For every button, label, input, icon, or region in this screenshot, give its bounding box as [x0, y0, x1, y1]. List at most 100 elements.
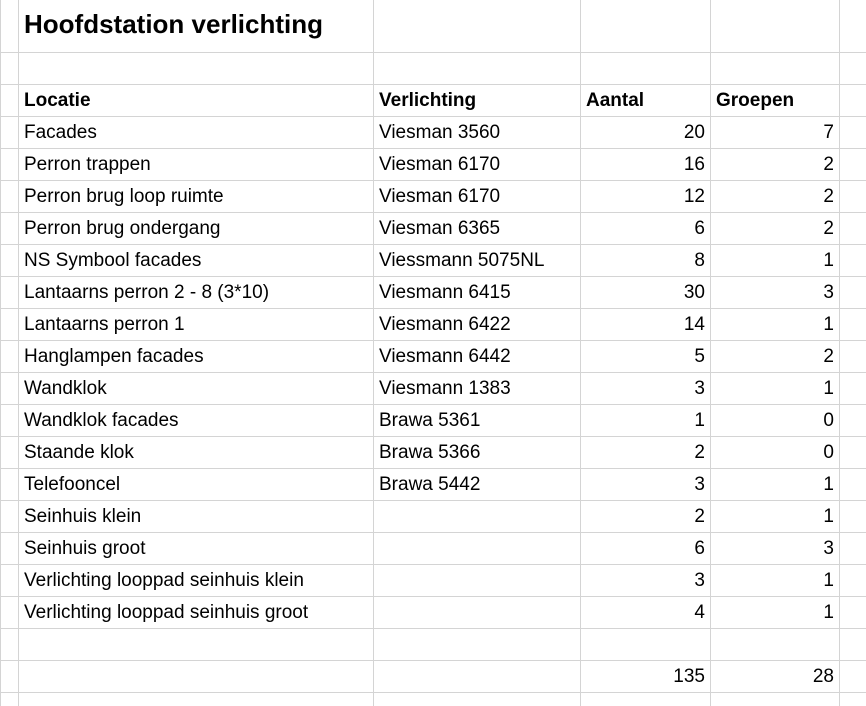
- cell-groepen[interactable]: 7: [710, 116, 840, 149]
- cell[interactable]: [839, 660, 866, 693]
- cell[interactable]: [710, 692, 840, 706]
- cell[interactable]: [0, 660, 19, 693]
- cell[interactable]: [18, 692, 374, 706]
- cell-groepen[interactable]: 1: [710, 596, 840, 629]
- cell[interactable]: [839, 564, 866, 597]
- cell[interactable]: [839, 276, 866, 309]
- cell-groepen[interactable]: 0: [710, 436, 840, 469]
- cell[interactable]: [0, 500, 19, 533]
- cell-groepen[interactable]: 3: [710, 276, 840, 309]
- cell[interactable]: [0, 372, 19, 405]
- cell[interactable]: [0, 340, 19, 373]
- cell-verlichting[interactable]: Brawa 5442: [373, 468, 581, 501]
- cell[interactable]: [710, 52, 840, 85]
- cell-aantal[interactable]: 3: [580, 372, 711, 405]
- cell[interactable]: [710, 0, 840, 53]
- cell-groepen[interactable]: 1: [710, 500, 840, 533]
- cell-aantal[interactable]: 14: [580, 308, 711, 341]
- cell-verlichting[interactable]: [373, 500, 581, 533]
- cell[interactable]: [839, 52, 866, 85]
- header-aantal[interactable]: Aantal: [580, 84, 711, 117]
- cell[interactable]: [580, 692, 711, 706]
- cell[interactable]: [0, 692, 19, 706]
- cell[interactable]: [373, 52, 581, 85]
- cell[interactable]: [18, 52, 374, 85]
- cell-aantal[interactable]: 6: [580, 532, 711, 565]
- cell[interactable]: [839, 404, 866, 437]
- cell[interactable]: [839, 596, 866, 629]
- cell[interactable]: [0, 148, 19, 181]
- cell-groepen[interactable]: 2: [710, 180, 840, 213]
- cell-verlichting[interactable]: Viesman 6365: [373, 212, 581, 245]
- cell-groepen[interactable]: 1: [710, 372, 840, 405]
- cell[interactable]: [0, 52, 19, 85]
- cell[interactable]: [0, 180, 19, 213]
- cell[interactable]: [580, 0, 711, 53]
- cell[interactable]: [0, 468, 19, 501]
- cell-locatie[interactable]: Verlichting looppad seinhuis groot: [18, 596, 374, 629]
- cell-aantal[interactable]: 16: [580, 148, 711, 181]
- cell-verlichting[interactable]: Viesmann 6442: [373, 340, 581, 373]
- cell-aantal[interactable]: 3: [580, 468, 711, 501]
- cell-aantal[interactable]: 2: [580, 500, 711, 533]
- cell[interactable]: [839, 500, 866, 533]
- cell-groepen[interactable]: 1: [710, 308, 840, 341]
- cell[interactable]: [0, 116, 19, 149]
- cell[interactable]: [839, 372, 866, 405]
- cell-groepen[interactable]: 1: [710, 468, 840, 501]
- cell-verlichting[interactable]: Viesmann 6422: [373, 308, 581, 341]
- header-verlichting[interactable]: Verlichting: [373, 84, 581, 117]
- cell-groepen[interactable]: 2: [710, 148, 840, 181]
- cell[interactable]: [839, 116, 866, 149]
- cell-groepen[interactable]: 1: [710, 244, 840, 277]
- cell[interactable]: [839, 0, 866, 53]
- cell[interactable]: [839, 436, 866, 469]
- cell-locatie[interactable]: Seinhuis groot: [18, 532, 374, 565]
- cell[interactable]: [839, 244, 866, 277]
- cell-locatie[interactable]: Facades: [18, 116, 374, 149]
- cell-verlichting[interactable]: Brawa 5366: [373, 436, 581, 469]
- cell[interactable]: [580, 52, 711, 85]
- cell-aantal[interactable]: 20: [580, 116, 711, 149]
- cell-locatie[interactable]: Lantaarns perron 1: [18, 308, 374, 341]
- cell-aantal[interactable]: 4: [580, 596, 711, 629]
- cell-groepen[interactable]: 3: [710, 532, 840, 565]
- cell-verlichting[interactable]: Viesman 6170: [373, 148, 581, 181]
- cell[interactable]: [839, 532, 866, 565]
- cell-locatie[interactable]: Seinhuis klein: [18, 500, 374, 533]
- cell-aantal[interactable]: 12: [580, 180, 711, 213]
- header-locatie[interactable]: Locatie: [18, 84, 374, 117]
- cell[interactable]: [0, 532, 19, 565]
- cell-aantal[interactable]: 3: [580, 564, 711, 597]
- cell-verlichting[interactable]: Viesmann 6415: [373, 276, 581, 309]
- cell-groepen[interactable]: 2: [710, 212, 840, 245]
- cell-locatie[interactable]: Hanglampen facades: [18, 340, 374, 373]
- cell[interactable]: [839, 468, 866, 501]
- cell[interactable]: [373, 692, 581, 706]
- cell-verlichting[interactable]: [373, 596, 581, 629]
- cell-verlichting[interactable]: [373, 564, 581, 597]
- total-aantal[interactable]: 135: [580, 660, 711, 693]
- cell-aantal[interactable]: 6: [580, 212, 711, 245]
- cell-verlichting[interactable]: Viesman 6170: [373, 180, 581, 213]
- cell[interactable]: [18, 628, 374, 661]
- cell-groepen[interactable]: 1: [710, 564, 840, 597]
- cell-locatie[interactable]: Perron brug loop ruimte: [18, 180, 374, 213]
- cell-locatie[interactable]: Lantaarns perron 2 - 8 (3*10): [18, 276, 374, 309]
- cell[interactable]: [0, 0, 19, 53]
- cell-locatie[interactable]: Staande klok: [18, 436, 374, 469]
- cell[interactable]: [0, 308, 19, 341]
- header-groepen[interactable]: Groepen: [710, 84, 840, 117]
- cell[interactable]: [710, 628, 840, 661]
- cell[interactable]: [839, 308, 866, 341]
- cell-locatie[interactable]: Wandklok: [18, 372, 374, 405]
- cell-locatie[interactable]: Wandklok facades: [18, 404, 374, 437]
- cell-aantal[interactable]: 8: [580, 244, 711, 277]
- cell[interactable]: [839, 84, 866, 117]
- cell[interactable]: [373, 628, 581, 661]
- cell[interactable]: [18, 660, 374, 693]
- cell[interactable]: [839, 692, 866, 706]
- cell[interactable]: [839, 180, 866, 213]
- cell[interactable]: [0, 212, 19, 245]
- cell[interactable]: [0, 628, 19, 661]
